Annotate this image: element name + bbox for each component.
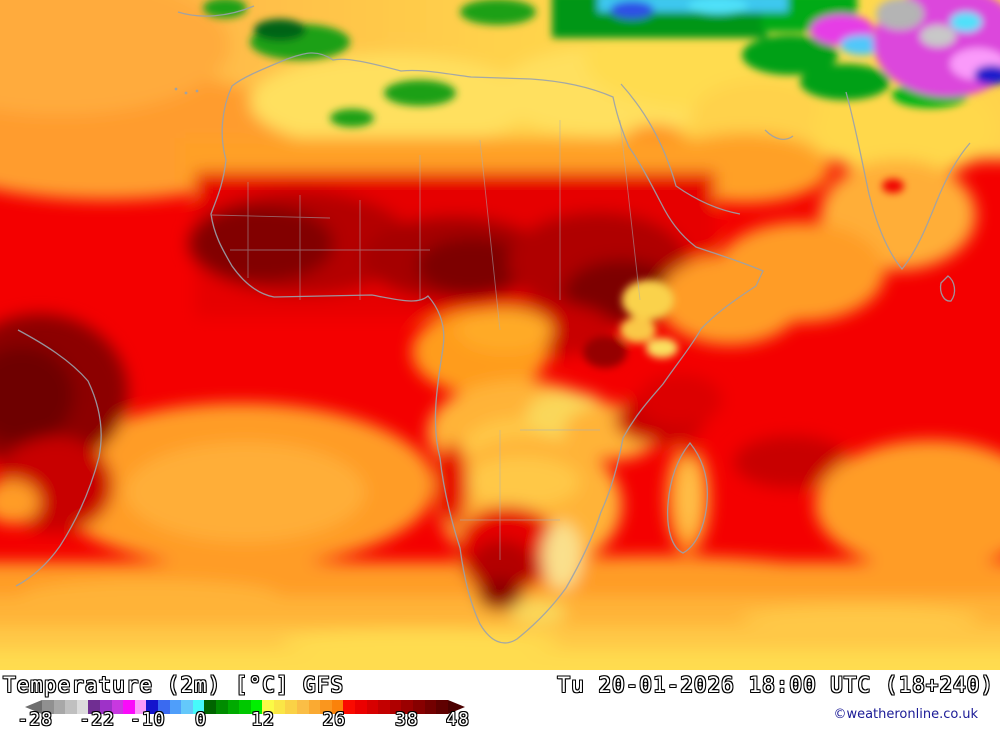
legend-swatch [413, 700, 425, 714]
legend-swatch [181, 700, 193, 714]
legend-tick-label: 0 [195, 709, 207, 730]
madagascar-coastline [666, 441, 708, 554]
map-title: Temperature (2m) [°C] GFS [3, 673, 345, 697]
legend-swatch [99, 700, 112, 714]
legend-swatch [436, 700, 448, 714]
legend-swatch [53, 700, 66, 714]
legend-swatch [65, 700, 77, 714]
legend-swatch [273, 700, 286, 714]
legend-tick-label: 12 [251, 709, 275, 730]
persian-gulf-coastline [764, 129, 794, 141]
south-america-coastline [15, 329, 102, 587]
legend-swatch [389, 700, 402, 714]
color-scale [25, 700, 465, 714]
legend-swatch [308, 700, 321, 714]
legend-tick-label: -10 [129, 709, 166, 730]
legend-tick-label: 48 [446, 709, 470, 730]
legend-swatch [343, 700, 356, 714]
legend-swatch [366, 700, 379, 714]
country-borders [211, 119, 641, 560]
arabia-coastline [620, 83, 741, 215]
coastlines [15, 5, 971, 644]
canary-island [174, 87, 178, 91]
legend-swatch [88, 700, 100, 714]
legend-swatch [192, 700, 205, 714]
legend-footer: Temperature (2m) [°C] GFS Tu 20-01-2026 … [0, 670, 1000, 733]
legend-swatch [123, 700, 135, 714]
cold-zone-and-highlands [203, 0, 1000, 368]
temperature-map [0, 0, 1000, 670]
legend-swatch [262, 700, 274, 714]
canary-island [184, 91, 188, 95]
iberia-coastline [177, 5, 255, 17]
legend-swatch [111, 700, 124, 714]
legend-tick-label: 38 [395, 709, 419, 730]
legend-swatch [134, 700, 147, 714]
legend-swatch [331, 700, 344, 714]
legend-swatch [355, 700, 367, 714]
legend-tick-label: 26 [322, 709, 347, 730]
legend-swatch [169, 700, 182, 714]
scale-right-arrow [448, 700, 465, 714]
legend-swatch [297, 700, 309, 714]
scale-left-arrow [25, 700, 42, 714]
scale-swatches [42, 700, 448, 714]
legend-swatch [320, 700, 332, 714]
legend-swatch [76, 700, 89, 714]
legend-swatch [424, 700, 437, 714]
copyright-text: ©weatheronline.co.uk [833, 707, 978, 722]
map-timestamp: Tu 20-01-2026 18:00 UTC (18+240) [557, 673, 994, 697]
legend-swatch [250, 700, 263, 714]
canary-island [195, 89, 199, 93]
legend-swatch [204, 700, 216, 714]
sri-lanka-coastline [939, 275, 956, 302]
india-coastline [845, 91, 971, 271]
legend-swatch [239, 700, 251, 714]
color-scale-row: -28 -22 -10 0 12 26 38 48 ©weatheronline.co.uk [0, 697, 1000, 733]
legend-tick-label: -28 [17, 709, 53, 730]
legend-swatch [157, 700, 170, 714]
legend-swatch [42, 700, 54, 714]
legend-swatch [401, 700, 413, 714]
legend-swatch [227, 700, 240, 714]
legend-swatch [146, 700, 158, 714]
legend-swatch [285, 700, 298, 714]
legend-swatch [378, 700, 390, 714]
legend-swatch [215, 700, 228, 714]
africa-coastline [210, 52, 764, 644]
scale-tick-labels: -28 -22 -10 0 12 26 38 48 [17, 709, 468, 731]
legend-tick-label: -22 [79, 709, 115, 730]
